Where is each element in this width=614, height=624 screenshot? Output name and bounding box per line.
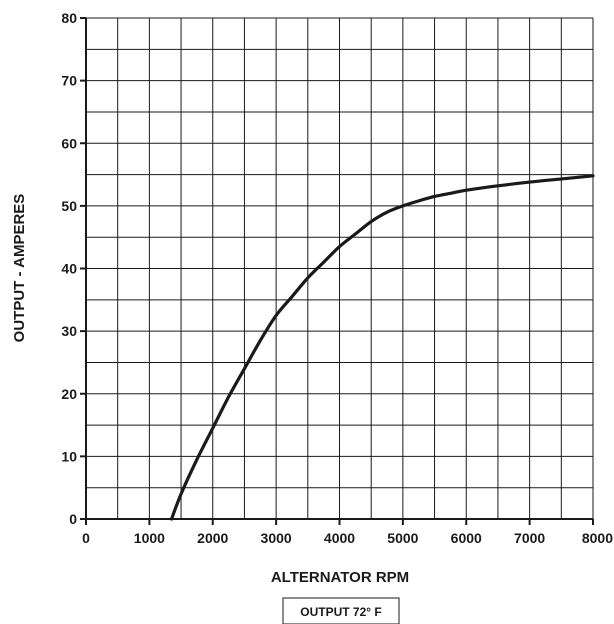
y-axis-title: OUTPUT - AMPERES: [11, 194, 28, 343]
y-tick-label: 60: [61, 135, 77, 151]
label-layer: 0 10 20 30 40 50 60 70 80 0 1000 2000 3000 4000 5000 60…: [61, 10, 613, 546]
x-tick-label: 8000: [582, 530, 613, 546]
x-tick-label: 2000: [197, 530, 228, 546]
note-box: [282, 597, 400, 624]
x-axis-title: ALTERNATOR RPM: [271, 569, 409, 586]
y-tick-label: 70: [61, 73, 77, 89]
y-tick-label: 0: [69, 511, 77, 527]
y-tick-label: 30: [61, 323, 77, 339]
y-tick-label: 40: [61, 261, 77, 277]
note-text: OUTPUT 72° F: [300, 605, 381, 619]
x-tick-label: 6000: [451, 530, 482, 546]
y-tick-label: 50: [61, 198, 77, 214]
x-tick-label: 0: [82, 530, 90, 546]
y-tick-label: 10: [61, 448, 77, 464]
axis-layer: [80, 17, 594, 525]
x-tick-label: 4000: [324, 530, 355, 546]
series-line: [169, 174, 595, 521]
x-tick-label: 3000: [261, 530, 292, 546]
series-layer: [169, 174, 595, 521]
x-tick-label: 7000: [514, 530, 545, 546]
x-tick-label: 1000: [134, 530, 165, 546]
grid-layer: [85, 17, 594, 520]
x-tick-label: 5000: [387, 530, 418, 546]
y-tick-label: 20: [61, 386, 77, 402]
y-tick-label: 80: [61, 10, 77, 26]
